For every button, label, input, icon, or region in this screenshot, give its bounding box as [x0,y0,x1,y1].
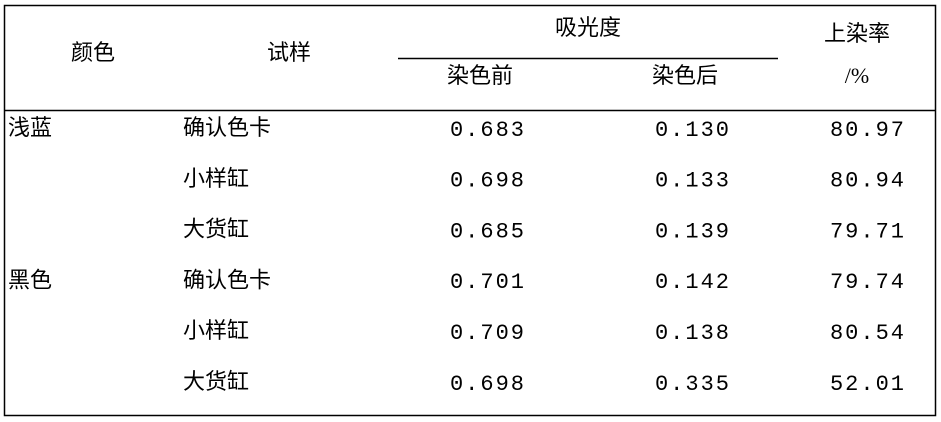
header-cell: 上染率 [824,21,890,46]
header-cell: 染色后 [652,63,718,88]
header-cell: /% [845,63,869,88]
value-cell: 0.685 [450,219,526,244]
sample-cell: 小样缸 [183,318,249,343]
value-cell: 0.138 [655,321,731,346]
header-cell: 颜色 [71,40,115,65]
value-cell: 80.54 [830,321,906,346]
value-cell: 0.701 [450,270,526,295]
sample-cell: 确认色卡 [183,115,271,140]
value-cell: 0.698 [450,372,526,397]
value-cell: 80.94 [830,169,906,194]
value-cell: 52.01 [830,372,906,397]
sample-cell: 小样缸 [183,166,249,191]
value-cell: 0.709 [450,321,526,346]
value-cell: 79.71 [830,219,906,244]
sample-cell: 大货缸 [183,369,249,394]
header-cell: 试样 [267,40,311,65]
table-border [3,4,937,417]
value-cell: 0.142 [655,270,731,295]
header-cell: 染色前 [447,63,513,88]
sample-cell: 确认色卡 [183,267,271,292]
color-cell: 浅蓝 [8,115,52,140]
value-cell: 0.139 [655,219,731,244]
sample-cell: 大货缸 [183,217,249,242]
value-cell: 80.97 [830,118,906,143]
value-cell: 0.133 [655,169,731,194]
value-cell: 79.74 [830,270,906,295]
color-cell: 黑色 [8,267,52,292]
value-cell: 0.130 [655,118,731,143]
value-cell: 0.683 [450,118,526,143]
value-cell: 0.698 [450,169,526,194]
value-cell: 0.335 [655,372,731,397]
header-cell: 吸光度 [555,15,621,40]
